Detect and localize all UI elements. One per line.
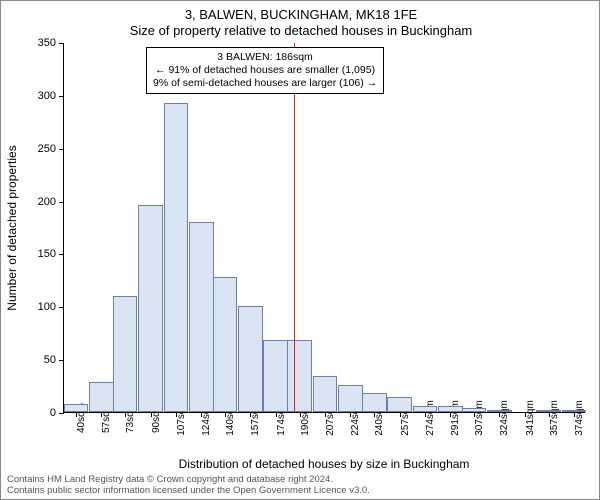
y-tick [59, 43, 64, 44]
histogram-bar [487, 410, 512, 412]
y-tick [59, 149, 64, 150]
y-tick-label: 50 [44, 354, 56, 366]
footer-line2: Contains public sector information licen… [7, 486, 595, 497]
annotation-line2: ← 91% of detached houses are smaller (1,… [153, 64, 377, 77]
chart-title-line2: Size of property relative to detached ho… [1, 23, 600, 38]
chart-container: 3, BALWEN, BUCKINGHAM, MK18 1FE Size of … [0, 0, 600, 500]
annotation-line1: 3 BALWEN: 186sqm [153, 51, 377, 64]
histogram-bar [536, 410, 561, 412]
chart-title-line1: 3, BALWEN, BUCKINGHAM, MK18 1FE [1, 7, 600, 22]
y-tick [59, 96, 64, 97]
y-tick-label: 200 [38, 196, 56, 208]
y-tick-label: 250 [38, 143, 56, 155]
annotation-box: 3 BALWEN: 186sqm← 91% of detached houses… [146, 47, 384, 94]
y-tick [59, 360, 64, 361]
x-axis-label: Distribution of detached houses by size … [63, 457, 585, 471]
histogram-bar [138, 205, 163, 412]
y-tick-label: 150 [38, 248, 56, 260]
y-tick-label: 0 [50, 407, 56, 419]
x-tick-label: 341sqm [525, 400, 536, 436]
histogram-bar [189, 222, 214, 412]
y-tick-label: 350 [38, 37, 56, 49]
histogram-bar [462, 408, 487, 412]
plot-area: 05010015020025030035040sqm57sqm73sqm90sq… [63, 43, 585, 413]
y-tick [59, 307, 64, 308]
histogram-bar [313, 376, 338, 412]
histogram-bar [287, 340, 312, 412]
footer-attribution: Contains HM Land Registry data © Crown c… [7, 475, 595, 497]
y-tick-label: 300 [38, 90, 56, 102]
histogram-bar [338, 385, 363, 412]
y-axis-label: Number of detached properties [5, 43, 21, 413]
y-tick-label: 100 [38, 301, 56, 313]
x-tick-label: 374sqm [574, 400, 585, 436]
x-tick-label: 357sqm [549, 400, 560, 436]
histogram-bar [89, 382, 114, 412]
y-tick [59, 202, 64, 203]
histogram-bar [164, 103, 189, 412]
histogram-bar [387, 397, 412, 412]
histogram-bar [113, 296, 138, 412]
marker-line [294, 43, 295, 412]
histogram-bar [213, 277, 238, 412]
y-tick [59, 413, 64, 414]
histogram-bar [64, 404, 89, 412]
histogram-bar [238, 306, 263, 412]
x-tick-label: 307sqm [474, 400, 485, 436]
histogram-bar [413, 406, 438, 412]
histogram-bar [562, 410, 587, 412]
y-tick [59, 254, 64, 255]
histogram-bar [438, 406, 463, 412]
x-tick-label: 324sqm [499, 400, 510, 436]
histogram-bar [362, 393, 387, 412]
annotation-line3: 9% of semi-detached houses are larger (1… [153, 77, 377, 90]
histogram-bar [263, 340, 288, 412]
